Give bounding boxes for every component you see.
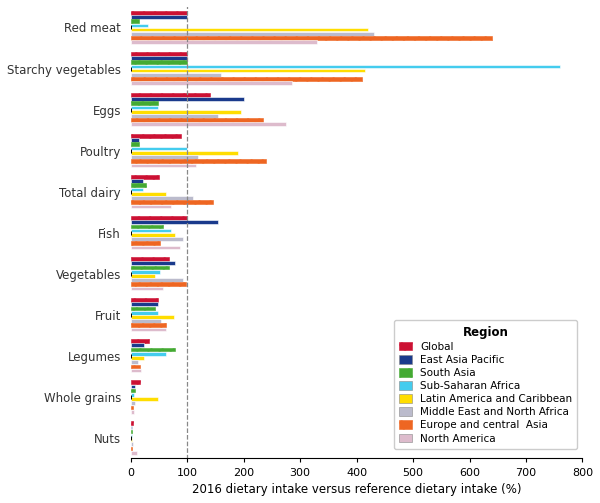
- Bar: [131, 81, 292, 85]
- Bar: [131, 184, 146, 187]
- Bar: [131, 159, 266, 163]
- Bar: [131, 134, 181, 138]
- Bar: [131, 224, 163, 228]
- Bar: [131, 266, 169, 269]
- Bar: [131, 233, 175, 237]
- Bar: [131, 102, 158, 105]
- Bar: [131, 278, 183, 282]
- Bar: [131, 356, 143, 360]
- Bar: [131, 52, 187, 56]
- Bar: [131, 287, 163, 290]
- Bar: [131, 216, 187, 220]
- Bar: [131, 241, 160, 245]
- Bar: [131, 410, 134, 413]
- Bar: [131, 60, 187, 64]
- Bar: [131, 93, 210, 97]
- Bar: [131, 28, 368, 31]
- Bar: [131, 451, 137, 455]
- Bar: [131, 229, 172, 232]
- Bar: [131, 155, 199, 159]
- Bar: [131, 283, 186, 286]
- Bar: [131, 192, 166, 196]
- Bar: [131, 188, 143, 192]
- Bar: [131, 77, 362, 81]
- Bar: [131, 430, 133, 434]
- Bar: [131, 175, 159, 179]
- Legend: Global, East Asia Pacific, South Asia, Sub-Saharan Africa, Latin America and Car: Global, East Asia Pacific, South Asia, S…: [394, 320, 577, 449]
- Bar: [131, 328, 166, 331]
- Bar: [131, 97, 244, 101]
- Bar: [131, 196, 193, 200]
- Bar: [131, 205, 172, 208]
- Bar: [131, 179, 143, 183]
- Bar: [131, 11, 187, 15]
- Bar: [131, 405, 133, 409]
- Bar: [131, 401, 135, 405]
- Bar: [131, 237, 182, 241]
- Bar: [131, 19, 139, 23]
- Bar: [131, 200, 212, 204]
- Bar: [131, 118, 263, 122]
- Bar: [131, 15, 187, 19]
- Bar: [131, 422, 133, 425]
- Bar: [131, 311, 158, 314]
- Bar: [131, 64, 560, 68]
- Bar: [131, 389, 135, 392]
- Bar: [131, 142, 139, 146]
- Bar: [131, 352, 166, 356]
- Bar: [131, 73, 221, 76]
- Bar: [131, 56, 187, 60]
- Bar: [131, 323, 166, 327]
- Bar: [131, 69, 365, 72]
- Bar: [131, 24, 148, 27]
- X-axis label: 2016 dietary intake versus reference dietary intake (%): 2016 dietary intake versus reference die…: [192, 483, 521, 496]
- Bar: [131, 384, 135, 388]
- Bar: [131, 443, 133, 446]
- Bar: [131, 245, 181, 249]
- Bar: [131, 40, 317, 44]
- Bar: [131, 426, 133, 429]
- Bar: [131, 106, 158, 109]
- Bar: [131, 344, 143, 347]
- Bar: [131, 262, 175, 265]
- Bar: [131, 151, 238, 154]
- Bar: [131, 36, 492, 40]
- Bar: [131, 122, 286, 126]
- Bar: [131, 302, 158, 306]
- Bar: [131, 110, 241, 114]
- Bar: [131, 220, 218, 224]
- Bar: [131, 319, 161, 323]
- Bar: [131, 348, 175, 352]
- Bar: [131, 315, 173, 319]
- Bar: [131, 270, 160, 274]
- Bar: [131, 257, 169, 261]
- Bar: [131, 360, 138, 364]
- Bar: [131, 163, 196, 167]
- Bar: [131, 339, 149, 343]
- Bar: [131, 397, 158, 401]
- Bar: [131, 138, 139, 142]
- Bar: [131, 298, 158, 302]
- Bar: [131, 447, 132, 450]
- Bar: [131, 114, 218, 118]
- Bar: [131, 369, 141, 372]
- Bar: [131, 307, 155, 310]
- Bar: [131, 274, 155, 278]
- Bar: [131, 380, 140, 384]
- Bar: [131, 147, 187, 150]
- Bar: [131, 434, 132, 438]
- Bar: [131, 393, 134, 397]
- Bar: [131, 32, 374, 36]
- Bar: [131, 365, 140, 368]
- Bar: [131, 438, 132, 442]
